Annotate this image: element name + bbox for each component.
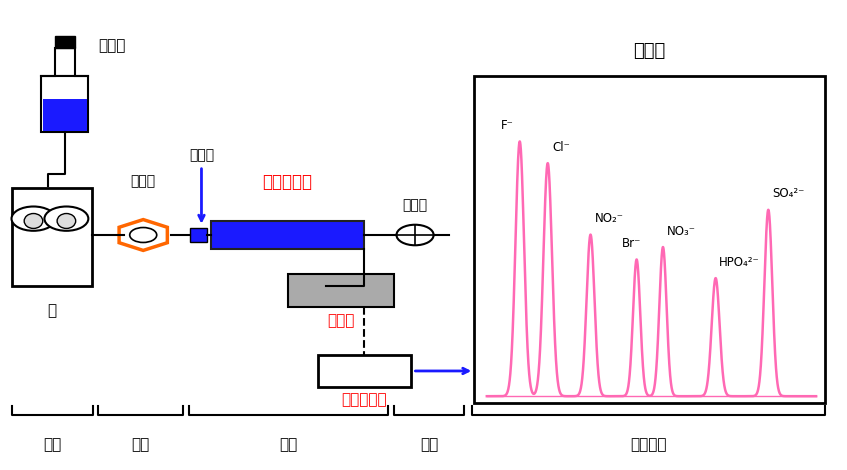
Text: 抑制器: 抑制器 [328,313,355,328]
Bar [42,99,86,131]
Ellipse shape [57,213,75,228]
Text: 检测: 检测 [420,437,438,452]
Text: Cl⁻: Cl⁻ [552,141,570,154]
Bar [54,37,75,48]
Text: NO₃⁻: NO₃⁻ [667,225,696,238]
Circle shape [44,206,88,231]
Text: 保护柱: 保护柱 [189,149,214,163]
Text: 离子色谱柱: 离子色谱柱 [263,172,313,191]
FancyBboxPatch shape [12,188,91,286]
Text: 进样: 进样 [131,437,150,452]
Bar [54,48,75,76]
Circle shape [130,227,157,243]
Bar [41,76,88,132]
Text: HPO₄²⁻: HPO₄²⁻ [719,256,760,269]
FancyBboxPatch shape [190,227,207,243]
Circle shape [396,225,434,245]
Text: 检测池: 检测池 [402,198,428,212]
Ellipse shape [25,213,42,228]
FancyBboxPatch shape [211,221,364,249]
Text: 泵: 泵 [47,303,57,318]
Circle shape [12,206,55,231]
Text: F⁻: F⁻ [501,119,514,132]
Text: NO₂⁻: NO₂⁻ [595,212,623,225]
FancyBboxPatch shape [474,76,824,403]
Text: SO₄²⁻: SO₄²⁻ [772,188,805,200]
FancyBboxPatch shape [318,355,411,387]
Text: 输液: 输液 [43,437,61,452]
FancyBboxPatch shape [289,274,394,307]
Text: 数据记录: 数据记录 [630,437,667,452]
Polygon shape [119,219,168,251]
Text: 色谱图: 色谱图 [634,42,666,60]
Text: 流动相: 流动相 [98,38,126,53]
Text: 分离: 分离 [280,437,297,452]
Text: Br⁻: Br⁻ [622,237,641,250]
Text: 进样器: 进样器 [130,174,156,188]
Text: 电导检测器: 电导检测器 [341,392,387,407]
